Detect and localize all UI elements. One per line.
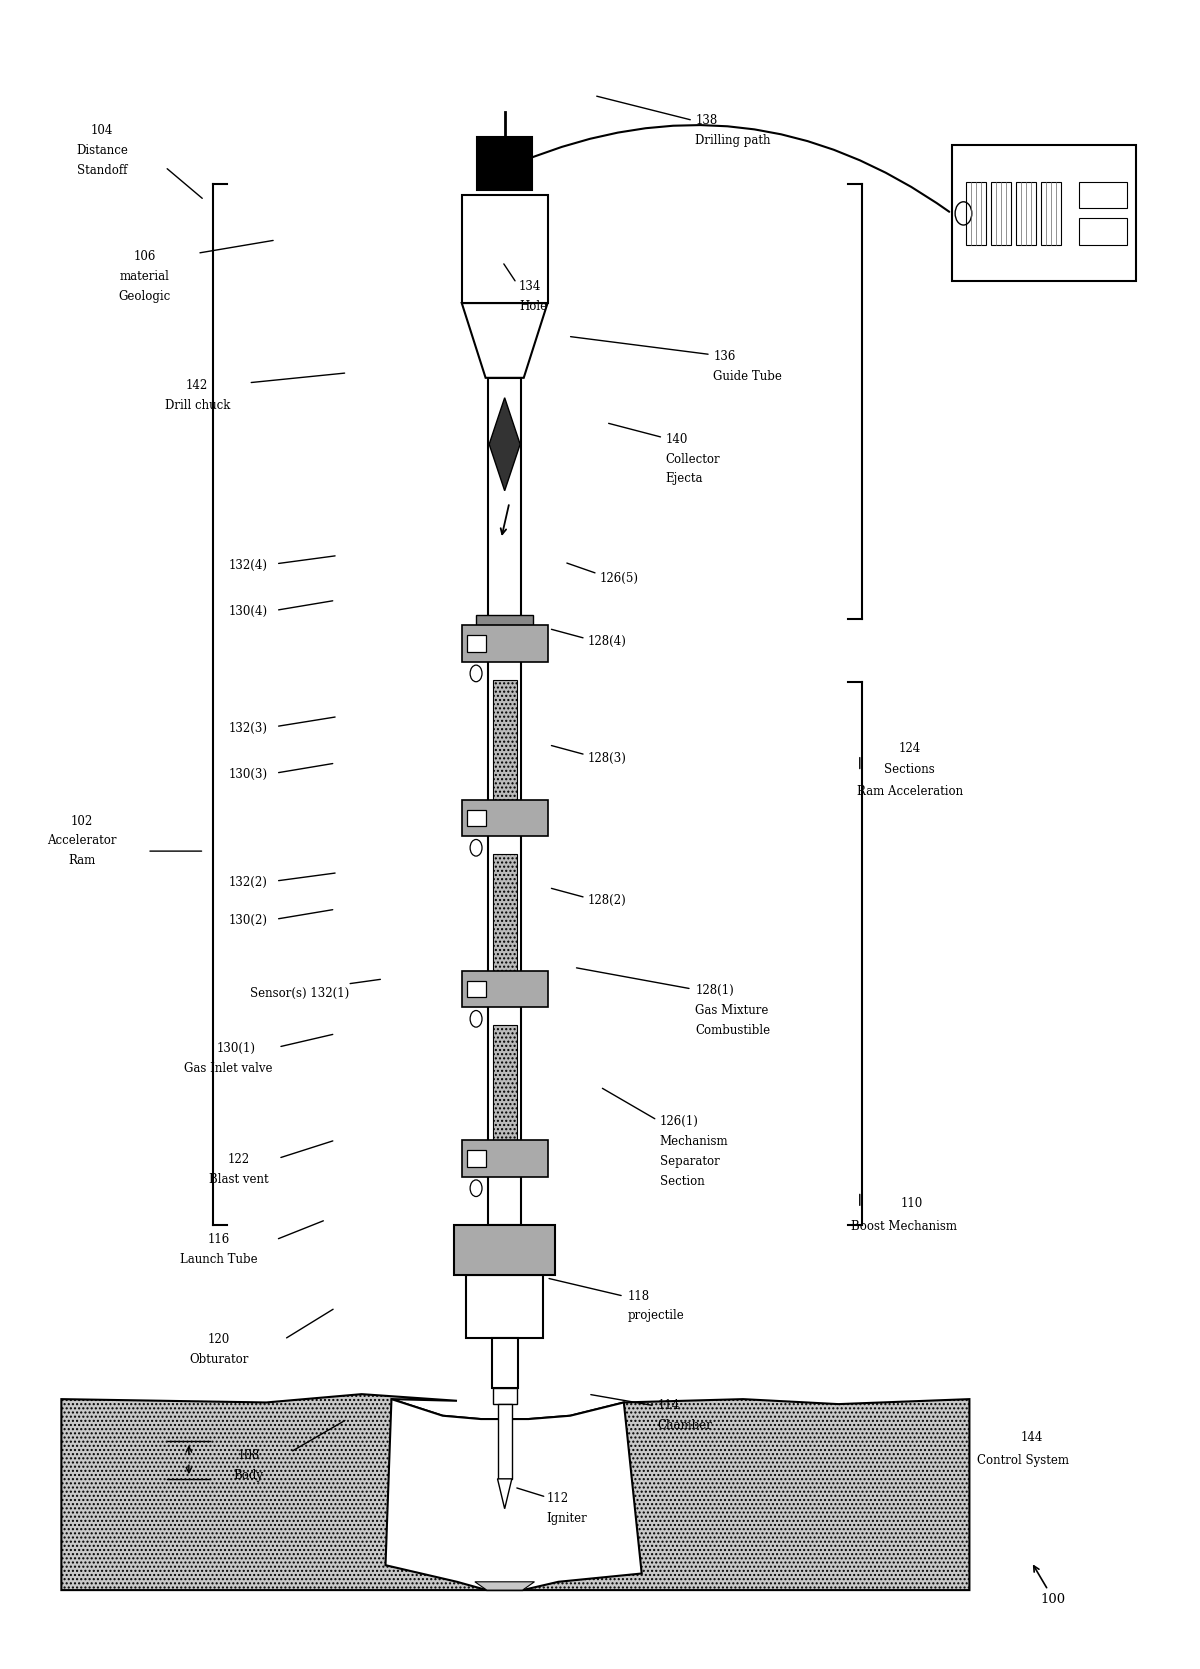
Text: Section: Section bbox=[660, 1175, 704, 1188]
Text: Igniter: Igniter bbox=[546, 1512, 587, 1525]
Bar bbox=[467, 981, 486, 998]
Bar bbox=[462, 799, 547, 836]
Text: Body: Body bbox=[234, 1469, 264, 1482]
Polygon shape bbox=[385, 1399, 642, 1591]
Text: 132(4): 132(4) bbox=[229, 559, 268, 572]
Text: 106: 106 bbox=[133, 250, 156, 264]
Text: Control System: Control System bbox=[977, 1454, 1069, 1467]
Text: 108: 108 bbox=[238, 1449, 259, 1462]
Bar bbox=[493, 679, 516, 799]
Text: Hole: Hole bbox=[518, 300, 547, 312]
Text: 118: 118 bbox=[628, 1290, 649, 1302]
Text: Collector: Collector bbox=[666, 452, 720, 466]
Polygon shape bbox=[462, 304, 547, 377]
Text: 132(2): 132(2) bbox=[229, 876, 268, 890]
Text: 130(3): 130(3) bbox=[229, 768, 268, 781]
Text: 128(1): 128(1) bbox=[695, 985, 734, 996]
Polygon shape bbox=[475, 1582, 534, 1591]
Text: 120: 120 bbox=[208, 1334, 229, 1345]
Bar bbox=[466, 1275, 544, 1337]
Text: 130(4): 130(4) bbox=[229, 606, 268, 618]
Text: 136: 136 bbox=[713, 349, 736, 362]
Text: 116: 116 bbox=[208, 1233, 229, 1247]
Text: Sensor(s) 132(1): Sensor(s) 132(1) bbox=[251, 988, 349, 1000]
Bar bbox=[1040, 182, 1061, 245]
Bar bbox=[492, 1337, 517, 1387]
Text: Separator: Separator bbox=[660, 1155, 719, 1168]
Bar bbox=[462, 1140, 547, 1177]
Bar bbox=[478, 137, 532, 190]
Text: Distance: Distance bbox=[76, 144, 128, 157]
Text: Launch Tube: Launch Tube bbox=[180, 1253, 258, 1267]
Bar bbox=[493, 1025, 516, 1142]
Text: 144: 144 bbox=[1020, 1430, 1043, 1444]
Bar bbox=[467, 636, 486, 653]
Text: Obturator: Obturator bbox=[188, 1352, 248, 1365]
Bar bbox=[462, 971, 547, 1006]
Text: Geologic: Geologic bbox=[119, 290, 170, 302]
Bar bbox=[488, 377, 521, 1225]
Text: 124: 124 bbox=[899, 741, 920, 754]
Text: 128(4): 128(4) bbox=[588, 636, 626, 648]
Text: 138: 138 bbox=[695, 113, 718, 127]
Text: 100: 100 bbox=[1040, 1594, 1066, 1607]
Text: 114: 114 bbox=[658, 1399, 679, 1412]
Polygon shape bbox=[61, 1394, 970, 1591]
Bar bbox=[966, 182, 986, 245]
Text: Ejecta: Ejecta bbox=[666, 472, 703, 486]
Text: Guide Tube: Guide Tube bbox=[713, 369, 782, 382]
Bar bbox=[454, 1225, 556, 1275]
Text: 102: 102 bbox=[71, 814, 92, 828]
Text: Drill chuck: Drill chuck bbox=[164, 399, 230, 412]
Text: Boost Mechanism: Boost Mechanism bbox=[851, 1220, 956, 1233]
Text: Drilling path: Drilling path bbox=[695, 134, 770, 147]
Text: Combustible: Combustible bbox=[695, 1023, 770, 1036]
Text: 128(3): 128(3) bbox=[588, 751, 626, 764]
Bar bbox=[1016, 182, 1036, 245]
Bar bbox=[493, 1387, 516, 1404]
Bar bbox=[952, 145, 1136, 282]
Text: projectile: projectile bbox=[628, 1310, 684, 1322]
Text: Ram: Ram bbox=[68, 855, 95, 868]
Bar bbox=[467, 1150, 486, 1167]
Text: 130(1): 130(1) bbox=[217, 1041, 256, 1055]
Text: Ram Acceleration: Ram Acceleration bbox=[857, 784, 962, 798]
Text: Blast vent: Blast vent bbox=[209, 1173, 269, 1187]
Text: 126(1): 126(1) bbox=[660, 1115, 698, 1128]
Bar bbox=[498, 1404, 512, 1479]
Bar bbox=[493, 855, 516, 973]
Bar bbox=[1079, 219, 1127, 245]
Bar bbox=[476, 616, 533, 638]
Text: Chamber: Chamber bbox=[658, 1419, 712, 1432]
Text: 142: 142 bbox=[186, 379, 209, 392]
Text: Gas Mixture: Gas Mixture bbox=[695, 1003, 769, 1016]
Text: Mechanism: Mechanism bbox=[660, 1135, 728, 1148]
Polygon shape bbox=[490, 397, 520, 491]
Text: 112: 112 bbox=[546, 1492, 569, 1505]
Bar bbox=[1079, 182, 1127, 209]
Text: 132(3): 132(3) bbox=[229, 721, 268, 734]
Text: 126(5): 126(5) bbox=[600, 572, 638, 586]
Bar bbox=[462, 195, 547, 304]
Text: Gas Inlet valve: Gas Inlet valve bbox=[184, 1061, 272, 1075]
Text: material: material bbox=[120, 270, 169, 282]
Text: 134: 134 bbox=[518, 280, 541, 292]
Text: 130(2): 130(2) bbox=[229, 915, 268, 928]
Text: Sections: Sections bbox=[884, 763, 935, 776]
Bar bbox=[462, 626, 547, 663]
Polygon shape bbox=[498, 1479, 512, 1509]
Text: 128(2): 128(2) bbox=[588, 895, 626, 908]
Text: 122: 122 bbox=[228, 1153, 250, 1167]
Text: Accelerator: Accelerator bbox=[47, 834, 116, 848]
Text: Standoff: Standoff bbox=[77, 164, 127, 177]
Bar bbox=[467, 809, 486, 826]
Text: 140: 140 bbox=[666, 432, 688, 446]
Text: 110: 110 bbox=[901, 1197, 923, 1210]
Bar bbox=[991, 182, 1012, 245]
Text: 104: 104 bbox=[91, 124, 113, 137]
